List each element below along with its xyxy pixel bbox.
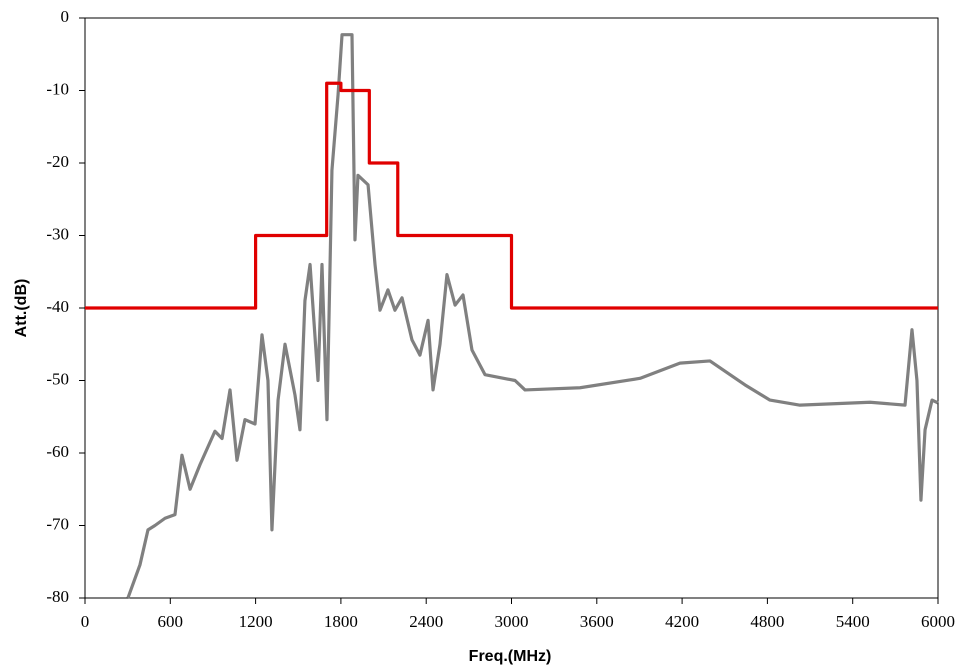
y-tick-label: -50 xyxy=(46,369,69,388)
x-tick-label: 6000 xyxy=(921,612,955,631)
x-axis-label: Freq.(MHz) xyxy=(469,648,552,665)
x-tick-label: 5400 xyxy=(836,612,870,631)
x-tick-label: 3600 xyxy=(580,612,614,631)
x-tick-label: 0 xyxy=(81,612,90,631)
x-tick-label: 4200 xyxy=(665,612,699,631)
y-tick-label: -10 xyxy=(46,79,69,98)
x-tick-label: 600 xyxy=(158,612,184,631)
series-line xyxy=(85,81,938,310)
y-tick-label: -40 xyxy=(46,297,69,316)
x-tick-label: 1200 xyxy=(239,612,273,631)
series-line xyxy=(126,33,939,599)
y-axis-label: Att.(dB) xyxy=(13,279,30,338)
x-tick-label: 4800 xyxy=(750,612,784,631)
y-tick-label: -70 xyxy=(46,514,69,533)
y-tick-label: -20 xyxy=(46,152,69,171)
y-tick-label: -30 xyxy=(46,224,69,243)
x-tick-label: 1800 xyxy=(324,612,358,631)
y-tick-label: 0 xyxy=(61,7,70,26)
y-tick-label: -80 xyxy=(46,587,69,606)
x-tick-label: 2400 xyxy=(409,612,443,631)
y-tick-label: -60 xyxy=(46,442,69,461)
x-tick-label: 3000 xyxy=(495,612,529,631)
